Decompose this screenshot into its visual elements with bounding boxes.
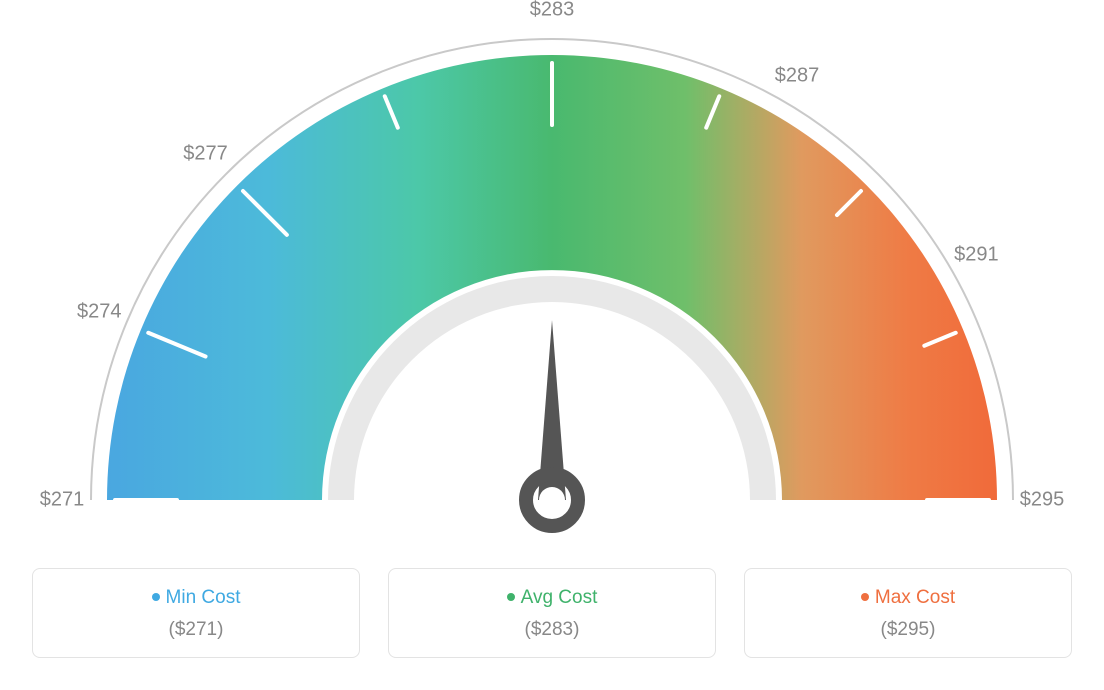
legend-dot-icon: [507, 593, 515, 601]
legend-avg: Avg Cost ($283): [388, 568, 716, 658]
gauge-tick-label: $287: [775, 64, 820, 87]
cost-gauge: $271 $274 $277 $283 $287 $291 $295: [0, 0, 1104, 560]
gauge-tick-label: $274: [77, 301, 122, 324]
legend-title: Min Cost: [45, 587, 347, 609]
legend-title: Max Cost: [757, 587, 1059, 609]
gauge-svg: [0, 0, 1104, 560]
legend-title-text: Avg Cost: [521, 587, 598, 608]
gauge-tick-label: $277: [183, 142, 228, 165]
legend-title-text: Min Cost: [166, 587, 241, 608]
gauge-tick-label: $283: [530, 0, 575, 22]
legend-title-text: Max Cost: [875, 587, 955, 608]
legend-dot-icon: [861, 593, 869, 601]
gauge-tick-label: $271: [40, 489, 85, 512]
gauge-tick-label: $291: [954, 244, 999, 267]
legend-value: ($271): [45, 619, 347, 641]
legend-dot-icon: [152, 593, 160, 601]
legend-min: Min Cost ($271): [32, 568, 360, 658]
legend-title: Avg Cost: [401, 587, 703, 609]
legend-value: ($295): [757, 619, 1059, 641]
legend-max: Max Cost ($295): [744, 568, 1072, 658]
gauge-tick-label: $295: [1020, 489, 1065, 512]
legend-row: Min Cost ($271) Avg Cost ($283) Max Cost ($29…: [0, 568, 1104, 658]
legend-value: ($283): [401, 619, 703, 641]
